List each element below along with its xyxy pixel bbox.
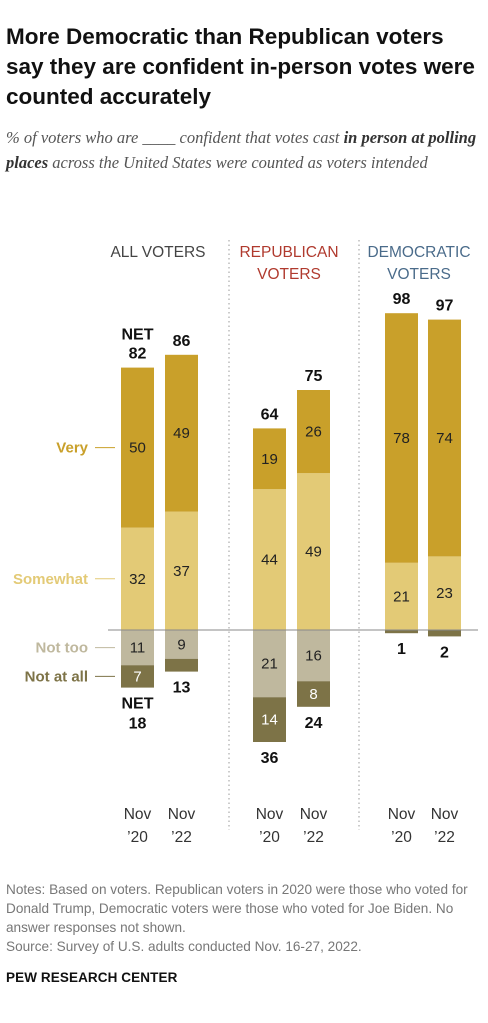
bar-segment-somewhat <box>385 562 418 630</box>
net-label: NET <box>122 696 154 713</box>
net-not-confident-value: 18 <box>129 716 147 733</box>
data-label-very: 78 <box>393 430 410 447</box>
stacked-bar-chart: ALL VOTERS REPUBLICAN VOTERS DEMOCRATIC VOTE… <box>13 240 478 846</box>
source-text: Source: Survey of U.S. adults conducted … <box>6 939 362 954</box>
data-label-very: 19 <box>261 451 278 468</box>
net-not-confident-value: 2 <box>440 644 449 661</box>
net-confident-value: 98 <box>393 291 411 308</box>
data-label-very: 50 <box>129 440 146 457</box>
x-tick-label: Nov <box>431 806 459 823</box>
bar-segment-very <box>253 428 286 490</box>
chart-title: More Democratic than Republican voters s… <box>6 24 475 109</box>
data-label-somewhat: 23 <box>436 585 453 602</box>
net-not-confident-value: 36 <box>261 750 279 767</box>
data-label-not-at-all: 14 <box>261 712 278 729</box>
data-label-not-at-all: 8 <box>309 686 317 703</box>
bar-segment-not-too <box>297 630 330 682</box>
bar-segment-somewhat <box>428 556 461 630</box>
x-tick-label: Nov <box>388 806 416 823</box>
bar-segment-not-at-all <box>165 658 198 672</box>
bar-segment-somewhat <box>165 511 198 630</box>
net-confident-value: 82 <box>129 346 147 363</box>
x-tick-label: ’22 <box>171 829 192 846</box>
x-tick-label: ’20 <box>259 829 280 846</box>
x-tick-label: ’20 <box>391 829 412 846</box>
data-label-somewhat: 21 <box>393 588 410 605</box>
data-label-somewhat: 32 <box>129 571 146 588</box>
x-tick-label: ’20 <box>127 829 148 846</box>
bar-segment-somewhat <box>297 473 330 630</box>
x-tick-label: ’22 <box>303 829 324 846</box>
row-label-very: Very <box>56 440 88 457</box>
group-header-label: ALL VOTERS <box>110 244 205 261</box>
data-label-not-too: 9 <box>177 636 185 653</box>
x-tick-label: Nov <box>124 806 152 823</box>
bar-segment-not-too <box>121 630 154 666</box>
data-label-somewhat: 44 <box>261 552 278 569</box>
bar-segment-very <box>297 390 330 474</box>
net-confident-value: 86 <box>173 333 191 350</box>
subtitle-part2: across the United States were counted as… <box>48 153 428 172</box>
net-not-confident-value: 24 <box>305 715 323 732</box>
group-header-label: REPUBLICAN <box>239 244 338 261</box>
bar-segment-not-too <box>165 630 198 659</box>
net-not-confident-value: 1 <box>397 641 406 658</box>
bar-segment-somewhat <box>121 527 154 630</box>
net-not-confident-value: 13 <box>173 680 191 697</box>
chart-notes: Notes: Based on voters. Republican voter… <box>6 880 484 956</box>
group-header-label: VOTERS <box>257 266 321 283</box>
net-confident-value: 75 <box>305 368 323 385</box>
bar-segment-somewhat <box>253 489 286 630</box>
data-label-not-too: 11 <box>130 640 146 657</box>
data-label-somewhat: 37 <box>173 563 190 580</box>
brand-name: PEW RESEARCH CENTER <box>6 970 178 985</box>
x-tick-label: Nov <box>256 806 284 823</box>
data-label-somewhat: 49 <box>305 544 322 561</box>
bar-segment-not-at-all <box>253 697 286 742</box>
subtitle-bold: in person at polling places <box>6 128 477 172</box>
row-label-not-too: Not too <box>36 640 88 657</box>
data-label-not-at-all: 7 <box>133 668 141 685</box>
x-tick-label: Nov <box>168 806 196 823</box>
subtitle-part1: % of voters who are ____ confident that … <box>6 128 344 147</box>
data-label-very: 26 <box>305 424 322 441</box>
bar-segment-not-at-all <box>297 681 330 707</box>
bar-segment-not-at-all <box>385 630 418 634</box>
bar-segment-not-too <box>253 630 286 698</box>
data-label-very: 49 <box>173 425 190 442</box>
net-confident-value: 97 <box>436 298 454 315</box>
net-label: NET <box>122 327 154 344</box>
group-header-label: VOTERS <box>387 266 451 283</box>
bar-segment-very <box>428 319 461 557</box>
data-label-not-too: 16 <box>305 648 322 665</box>
bar-segment-very <box>385 313 418 563</box>
notes-text: Notes: Based on voters. Republican voter… <box>6 882 468 935</box>
bar-segment-not-at-all <box>428 630 461 637</box>
data-label-not-too: 21 <box>261 656 278 673</box>
x-tick-label: Nov <box>300 806 328 823</box>
chart-subtitle: % of voters who are ____ confident that … <box>6 125 482 175</box>
data-label-very: 74 <box>436 430 453 447</box>
row-label-not-at-all: Not at all <box>25 668 88 685</box>
row-label-somewhat: Somewhat <box>13 571 88 588</box>
bar-segment-very <box>121 367 154 528</box>
bar-segment-very <box>165 354 198 512</box>
net-confident-value: 64 <box>261 406 279 423</box>
group-header-label: DEMOCRATIC <box>367 244 470 261</box>
x-tick-label: ’22 <box>434 829 455 846</box>
bar-segment-not-at-all <box>121 665 154 688</box>
